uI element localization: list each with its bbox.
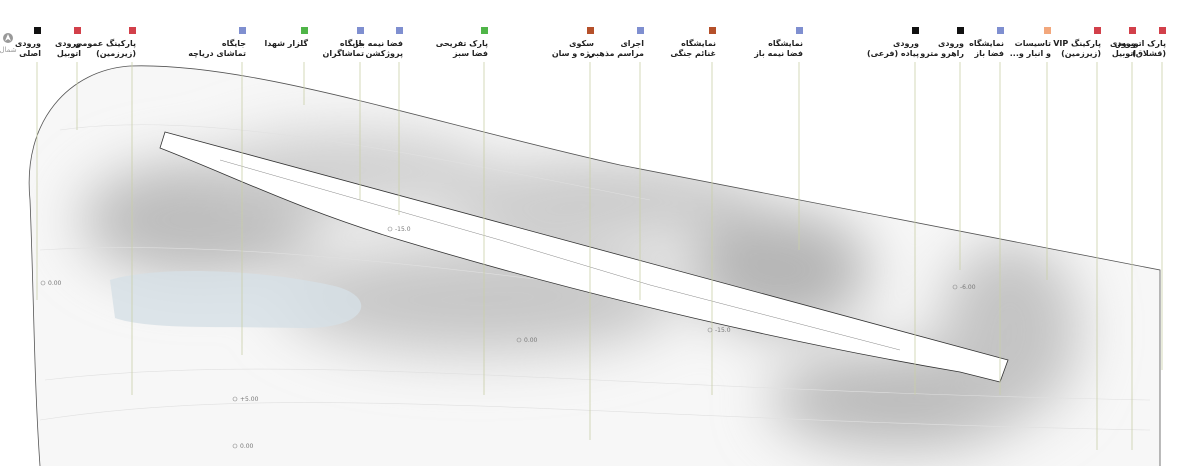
site-boundary: [29, 199, 41, 467]
legend-swatch: [1159, 27, 1166, 34]
memorial-axis: [159, 131, 1009, 383]
legend-label: و انبار و...: [1010, 49, 1051, 58]
elevation-marker: [952, 284, 958, 290]
legend-label: نمایشگاه: [681, 38, 716, 48]
legend-label: جایگاه: [222, 38, 246, 48]
legend-label: اتوبیل: [57, 49, 81, 58]
legend-label: فضا سبز: [452, 49, 488, 58]
legend-label: ورودی: [15, 39, 41, 48]
site-boundary: [28, 65, 1161, 466]
legend-label: غنائم جنگی: [670, 48, 716, 58]
legend-swatch: [957, 27, 964, 34]
legend-label: تماشای دریاچه: [188, 49, 246, 58]
legend-label: نمایشگاه: [768, 38, 803, 48]
legend-label: پارکینگ VIP: [1053, 38, 1101, 48]
elevation-label: -15.0: [395, 226, 411, 233]
legend-swatch: [912, 27, 919, 34]
elevation-label: -15.0: [715, 327, 731, 334]
elevation-marker: [40, 280, 46, 286]
legend-label: فضا نیمه باز: [753, 49, 803, 58]
legend-swatch: [637, 27, 644, 34]
elevation-label: 0.00: [48, 280, 62, 287]
north-arrow: شمال: [0, 33, 17, 54]
legend-label: ورودی: [938, 39, 964, 48]
legend-label: پارکینگ عمومی: [74, 38, 136, 48]
legend-label: مراسم مذهبی: [588, 49, 644, 58]
elevation-marker: [232, 396, 238, 402]
elevation-marker: [516, 337, 522, 343]
legend-swatch: [1094, 27, 1101, 34]
legend-label: پارک اتوبوس: [1115, 39, 1166, 49]
legend-swatch: [357, 27, 364, 34]
legend-label: اتوبیل: [1112, 49, 1136, 58]
legend-label: فضا باز: [973, 49, 1004, 58]
legend-swatch: [709, 27, 716, 34]
legend-label: نمایشگاه: [969, 38, 1004, 48]
elevation-label: +5.00: [240, 396, 259, 403]
legend-swatch: [396, 27, 403, 34]
legend-label: تماشاگران: [323, 48, 364, 58]
legend-swatch: [129, 27, 136, 34]
legend-swatch: [301, 27, 308, 34]
legend-label: ورودی: [55, 39, 81, 48]
north-label: شمال: [0, 46, 17, 54]
legend-label: فضا نیمه باز: [353, 39, 403, 48]
legend-label: راهرو مترو: [919, 49, 964, 58]
legend-swatch: [1129, 27, 1136, 34]
legend-label: تاسیسات: [1015, 39, 1051, 48]
legend-label: اصلی: [19, 49, 41, 58]
legend-label: ورودی: [1110, 39, 1136, 48]
legend-label: رژه و سان: [552, 49, 595, 58]
legend-label: اجرای: [620, 39, 644, 48]
elevation-marker: [707, 327, 713, 333]
legend-label: ورودی: [893, 39, 919, 48]
elevation-label: 0.00: [524, 337, 538, 344]
legend-swatch: [481, 27, 488, 34]
legend-label: (زیرزمین): [96, 49, 136, 58]
legend-swatch: [1044, 27, 1051, 34]
legend-label: گلزار شهدا: [264, 38, 308, 48]
legend-label: (زیرزمین): [1061, 49, 1101, 58]
legend-label: پروژکشن: [365, 49, 403, 58]
legend-label: جایگاه: [340, 38, 364, 48]
legend-label: (قشلاق): [1132, 49, 1166, 58]
elevation-label: 0.00: [240, 443, 254, 450]
legend-swatch: [34, 27, 41, 34]
elevation-marker: [387, 226, 393, 232]
legend-swatch: [796, 27, 803, 34]
legend-swatch: [239, 27, 246, 34]
legend-label: پارک تفریحی: [436, 39, 488, 48]
legend-swatch: [74, 27, 81, 34]
elevation-marker: [232, 443, 238, 449]
legend-swatch: [997, 27, 1004, 34]
legend-label: پیاده (فرعی): [867, 49, 919, 58]
elevation-label: -6.00: [960, 284, 976, 291]
legend-label: سکوی: [569, 39, 594, 48]
legend-swatch: [587, 27, 594, 34]
